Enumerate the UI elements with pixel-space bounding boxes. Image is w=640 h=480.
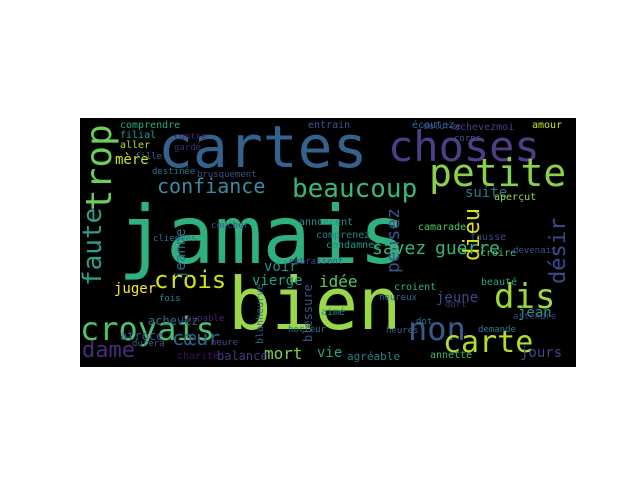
word-38: achevez	[148, 314, 199, 328]
word-4: trop	[80, 124, 120, 211]
word-64: demande	[478, 325, 516, 335]
word-7: confiance	[157, 174, 266, 198]
word-47: écoutez	[412, 120, 455, 131]
word-0: jamais	[118, 189, 407, 282]
word-66: durera	[132, 339, 165, 349]
word-72: gardé	[174, 143, 202, 153]
word-42: blanheurve	[255, 283, 266, 344]
word-70: fille	[135, 152, 163, 162]
word-9: dis	[494, 277, 556, 317]
word-40: charité	[177, 351, 220, 362]
word-78: dort	[445, 300, 467, 310]
word-24: jean	[518, 305, 552, 321]
word-8: croyais	[80, 310, 215, 348]
word-29: jours	[520, 345, 563, 361]
word-63: attendre	[513, 312, 557, 322]
word-21: mère	[115, 152, 149, 168]
word-58: brusquement	[197, 170, 257, 180]
word-71: contre	[174, 132, 207, 142]
word-48: achevezmoi	[454, 122, 515, 133]
word-68: clientes	[153, 234, 197, 244]
word-10: non	[408, 310, 466, 348]
word-57: condamnez	[326, 240, 381, 251]
word-77: horreur	[288, 325, 326, 335]
word-20: guerre	[435, 238, 501, 259]
word-36: heures	[386, 326, 419, 336]
word-67: fois	[159, 294, 181, 304]
word-35: dot	[416, 317, 433, 327]
word-76: délurée	[423, 122, 461, 132]
word-59: destinée	[152, 167, 196, 177]
word-5: petite	[429, 151, 567, 195]
word-69: coucher	[211, 221, 249, 231]
word-56: comprenez	[316, 230, 371, 241]
word-28: vie	[317, 345, 343, 361]
word-19: savez	[372, 238, 427, 259]
word-37: atroce	[120, 329, 164, 343]
word-60: croire	[480, 248, 517, 259]
word-12: faute	[80, 207, 108, 286]
word-13: crois	[154, 266, 227, 294]
word-26: vierge	[252, 273, 303, 289]
word-53: fausse	[470, 232, 507, 243]
word-55: annoncent	[299, 217, 354, 228]
word-cloud: jamais bien cartes choses trop petite beaucoup…	[80, 118, 576, 367]
word-34: agréable	[347, 350, 400, 363]
word-33: annette	[430, 350, 473, 361]
word-50: aperçut	[494, 192, 537, 203]
word-73: embrassent	[289, 257, 344, 267]
word-61: croient	[394, 282, 437, 293]
word-44: filial	[120, 130, 157, 141]
word-27: mort	[264, 344, 303, 363]
word-54: aimé	[321, 307, 346, 318]
word-1: bien	[228, 262, 402, 346]
word-39: balance	[217, 349, 268, 363]
word-75: corps	[454, 134, 482, 144]
word-15: cœur	[172, 326, 221, 350]
word-31: juger	[114, 281, 157, 297]
word-22: suite	[465, 185, 508, 201]
word-62: devenait	[513, 246, 557, 256]
word-3: choses	[388, 122, 540, 171]
word-23: jeune	[436, 290, 479, 306]
word-49: amour	[532, 120, 563, 131]
word-74: heureux	[379, 293, 417, 303]
word-11: carte	[443, 325, 534, 360]
word-2: cartes	[158, 118, 368, 181]
word-52: camarade	[418, 222, 467, 233]
word-79: heure	[211, 338, 239, 348]
word-25: idée	[319, 272, 358, 291]
word-6: beaucoup	[292, 174, 418, 204]
word-30: voir	[264, 259, 298, 275]
word-65: coupable	[181, 314, 225, 324]
word-14: dame	[82, 338, 135, 363]
word-43: comprendre	[120, 120, 181, 131]
word-46: entrain	[308, 120, 351, 131]
word-51: beauté	[481, 277, 518, 288]
word-45: aller	[120, 140, 151, 151]
